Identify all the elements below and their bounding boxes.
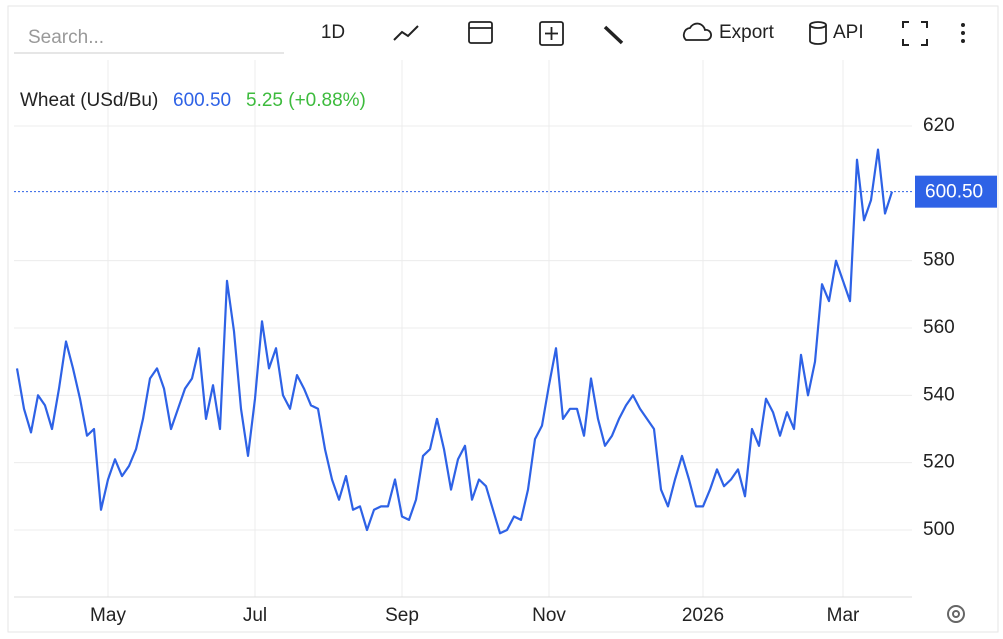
y-tick-label: 620 bbox=[923, 115, 955, 136]
menu-icon[interactable] bbox=[961, 23, 965, 43]
fullscreen-icon[interactable] bbox=[902, 21, 928, 46]
api-icon[interactable] bbox=[809, 21, 827, 45]
interval-button[interactable]: 1D bbox=[321, 22, 345, 43]
legend-change: 5.25 (+0.88%) bbox=[246, 90, 366, 111]
panel bbox=[7, 5, 999, 633]
y-tick-label: 560 bbox=[923, 317, 955, 338]
x-tick-label: 2026 bbox=[682, 605, 724, 626]
last-price-box bbox=[915, 175, 997, 208]
chart-type-icon[interactable] bbox=[393, 25, 419, 41]
y-tick-label: 520 bbox=[923, 452, 955, 473]
settings-icon[interactable] bbox=[947, 605, 965, 623]
search-input[interactable]: Search... bbox=[28, 27, 104, 48]
x-tick-label: Sep bbox=[385, 605, 419, 626]
export-button[interactable]: Export bbox=[719, 22, 775, 43]
last-price-label: 600.50 bbox=[925, 182, 983, 203]
api-button[interactable]: API bbox=[833, 22, 864, 43]
x-tick-label: Jul bbox=[243, 605, 267, 626]
legend-name: Wheat (USd/Bu) bbox=[20, 90, 158, 111]
price-line bbox=[15, 148, 894, 535]
x-tick-label: May bbox=[90, 605, 126, 626]
tools-icon[interactable] bbox=[603, 25, 624, 45]
x-tick-label: Mar bbox=[827, 605, 860, 626]
y-tick-label: 500 bbox=[923, 519, 955, 540]
calendar-icon[interactable] bbox=[468, 21, 493, 44]
export-icon[interactable] bbox=[682, 22, 712, 41]
legend-value: 600.50 bbox=[173, 90, 231, 111]
y-tick-label: 580 bbox=[923, 250, 955, 271]
x-tick-label: Nov bbox=[532, 605, 566, 626]
y-tick-label: 540 bbox=[923, 384, 955, 405]
add-indicator-icon[interactable] bbox=[539, 21, 564, 46]
